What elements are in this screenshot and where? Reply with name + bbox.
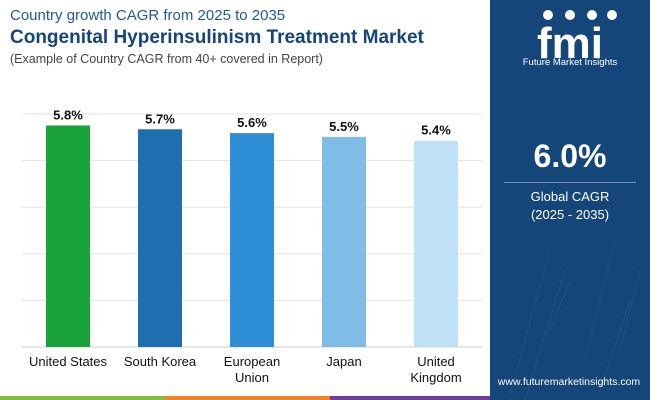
x-tick-label: South Korea: [124, 354, 197, 369]
footer-stripe-purple: [330, 396, 490, 400]
data-label: 5.7%: [145, 111, 175, 126]
chart-note: (Example of Country CAGR from 40+ covere…: [10, 52, 323, 66]
bar: [46, 125, 90, 347]
global-cagr-value: 6.0%: [533, 138, 607, 174]
svg-text:fmi: fmi: [537, 19, 603, 68]
x-tick-label: European: [224, 354, 280, 369]
sidebar-panel: fmi Future Market Insights 6.0% Global C…: [490, 0, 650, 400]
chart-subtitle: Country growth CAGR from 2025 to 2035: [10, 7, 286, 24]
website-link[interactable]: www.futuremarketinsights.com: [497, 376, 641, 388]
footer-stripe-orange: [165, 396, 330, 400]
background-texture: [509, 239, 641, 400]
x-tick-label: Kingdom: [410, 370, 461, 385]
divider: [504, 182, 636, 183]
global-cagr-period: (2025 - 2035): [530, 207, 610, 222]
data-label: 5.5%: [329, 119, 359, 134]
data-label: 5.8%: [53, 107, 83, 122]
bar: [138, 129, 182, 347]
data-label: 5.6%: [237, 115, 267, 130]
x-tick-label: United States: [29, 354, 108, 369]
x-tick-label: United: [417, 354, 455, 369]
chart-header: Country growth CAGR from 2025 to 2035 Co…: [10, 6, 490, 68]
global-cagr-label: Global CAGR: [530, 189, 610, 204]
bar: [230, 133, 274, 347]
x-tick-label: Union: [235, 370, 269, 385]
data-label: 5.4%: [421, 123, 451, 138]
x-tick-label: Japan: [326, 354, 361, 369]
fmi-logo-icon: fmi: [537, 10, 617, 68]
bar: [322, 136, 366, 347]
bar: [414, 140, 458, 347]
chart-title: Congenital Hyperinsulinism Treatment Mar…: [10, 27, 424, 48]
footer-stripe-green: [0, 396, 165, 400]
bar-chart: 5.8% 5.7% 5.6% 5.5% 5.4% United States South …: [22, 107, 482, 385]
logo-text: Future Market Insights: [522, 57, 618, 68]
